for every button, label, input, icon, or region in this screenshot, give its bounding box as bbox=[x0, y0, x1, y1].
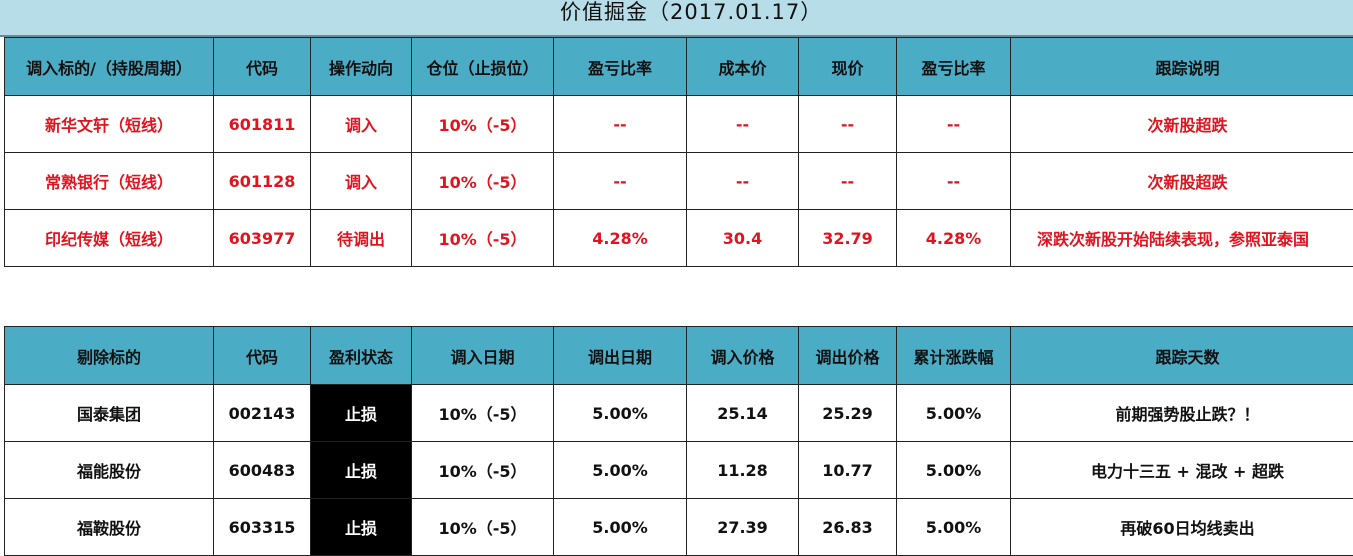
column-header: 现价 bbox=[799, 38, 897, 96]
table-cell: 电力十三五 + 混改 + 超跌 bbox=[1011, 442, 1353, 499]
table-cell: 5.00% bbox=[554, 385, 687, 442]
table-cell: 601811 bbox=[214, 96, 311, 153]
table-cell: 10%（-5） bbox=[412, 385, 554, 442]
table-cell: -- bbox=[897, 96, 1011, 153]
table-cell: 常熟银行（短线） bbox=[5, 153, 214, 210]
column-header: 盈利状态 bbox=[311, 327, 412, 385]
table-cell: 调入 bbox=[311, 153, 412, 210]
table-cell: 600483 bbox=[214, 442, 311, 499]
table-cell: 待调出 bbox=[311, 210, 412, 267]
removed-header-row: 剔除标的代码盈利状态调入日期调出日期调入价格调出价格累计涨跌幅跟踪天数 bbox=[5, 327, 1353, 385]
table-cell: 603315 bbox=[214, 499, 311, 556]
table-cell: 福能股份 bbox=[5, 442, 214, 499]
column-header: 代码 bbox=[214, 38, 311, 96]
column-header: 仓位（止损位） bbox=[412, 38, 554, 96]
table-cell: 10%（-5） bbox=[412, 96, 554, 153]
table-cell: 5.00% bbox=[897, 442, 1011, 499]
table-cell: 25.29 bbox=[799, 385, 897, 442]
column-header: 操作动向 bbox=[311, 38, 412, 96]
table-cell: 601128 bbox=[214, 153, 311, 210]
table-cell: 调入 bbox=[311, 96, 412, 153]
title-bar: 价值掘金（2017.01.17） bbox=[0, 0, 1353, 37]
table-cell: 5.00% bbox=[897, 385, 1011, 442]
table-cell: 国泰集团 bbox=[5, 385, 214, 442]
table-cell: 次新股超跌 bbox=[1011, 153, 1353, 210]
table-cell: 次新股超跌 bbox=[1011, 96, 1353, 153]
table-cell: -- bbox=[799, 96, 897, 153]
column-header: 剔除标的 bbox=[5, 327, 214, 385]
table-cell: 10%（-5） bbox=[412, 499, 554, 556]
column-header: 调出价格 bbox=[799, 327, 897, 385]
table-cell: 002143 bbox=[214, 385, 311, 442]
table-cell: 再破60日均线卖出 bbox=[1011, 499, 1353, 556]
column-header: 盈亏比率 bbox=[554, 38, 687, 96]
table-cell: 4.28% bbox=[897, 210, 1011, 267]
column-header: 调出日期 bbox=[554, 327, 687, 385]
column-header: 跟踪天数 bbox=[1011, 327, 1353, 385]
table-cell: 603977 bbox=[214, 210, 311, 267]
table-cell: 4.28% bbox=[554, 210, 687, 267]
column-header: 代码 bbox=[214, 327, 311, 385]
table-cell: 30.4 bbox=[687, 210, 799, 267]
table-cell: 26.83 bbox=[799, 499, 897, 556]
table-cell: 止损 bbox=[311, 442, 412, 499]
column-header: 跟踪说明 bbox=[1011, 38, 1353, 96]
table-cell: 32.79 bbox=[799, 210, 897, 267]
column-header: 累计涨跌幅 bbox=[897, 327, 1011, 385]
holdings-table: 调入标的/（持股周期）代码操作动向仓位（止损位）盈亏比率成本价现价盈亏比率跟踪说… bbox=[4, 37, 1353, 267]
page-title: 价值掘金（2017.01.17） bbox=[560, 0, 822, 26]
table-cell: 新华文轩（短线） bbox=[5, 96, 214, 153]
table-cell: 10%（-5） bbox=[412, 210, 554, 267]
table-cell: 10%（-5） bbox=[412, 153, 554, 210]
column-header: 调入标的/（持股周期） bbox=[5, 38, 214, 96]
table-cell: 深跌次新股开始陆续表现，参照亚泰国 bbox=[1011, 210, 1353, 267]
table-cell: 止损 bbox=[311, 385, 412, 442]
table-cell: 5.00% bbox=[554, 499, 687, 556]
holdings-header-row: 调入标的/（持股周期）代码操作动向仓位（止损位）盈亏比率成本价现价盈亏比率跟踪说… bbox=[5, 38, 1353, 96]
table-cell: -- bbox=[554, 96, 687, 153]
table-cell: 止损 bbox=[311, 499, 412, 556]
table-cell: 前期强势股止跌？！ bbox=[1011, 385, 1353, 442]
table-cell: 27.39 bbox=[687, 499, 799, 556]
table-cell: -- bbox=[687, 153, 799, 210]
removed-table: 剔除标的代码盈利状态调入日期调出日期调入价格调出价格累计涨跌幅跟踪天数 国泰集团… bbox=[4, 326, 1353, 556]
table-cell: 福鞍股份 bbox=[5, 499, 214, 556]
table-cell: 5.00% bbox=[897, 499, 1011, 556]
table-cell: -- bbox=[897, 153, 1011, 210]
column-header: 盈亏比率 bbox=[897, 38, 1011, 96]
table-cell: 11.28 bbox=[687, 442, 799, 499]
column-header: 调入价格 bbox=[687, 327, 799, 385]
table-cell: 25.14 bbox=[687, 385, 799, 442]
table-cell: 10.77 bbox=[799, 442, 897, 499]
table-cell: -- bbox=[799, 153, 897, 210]
column-header: 成本价 bbox=[687, 38, 799, 96]
table-cell: 5.00% bbox=[554, 442, 687, 499]
table-cell: 10%（-5） bbox=[412, 442, 554, 499]
table-cell: 印纪传媒（短线） bbox=[5, 210, 214, 267]
table-cell: -- bbox=[554, 153, 687, 210]
table-cell: -- bbox=[687, 96, 799, 153]
column-header: 调入日期 bbox=[412, 327, 554, 385]
